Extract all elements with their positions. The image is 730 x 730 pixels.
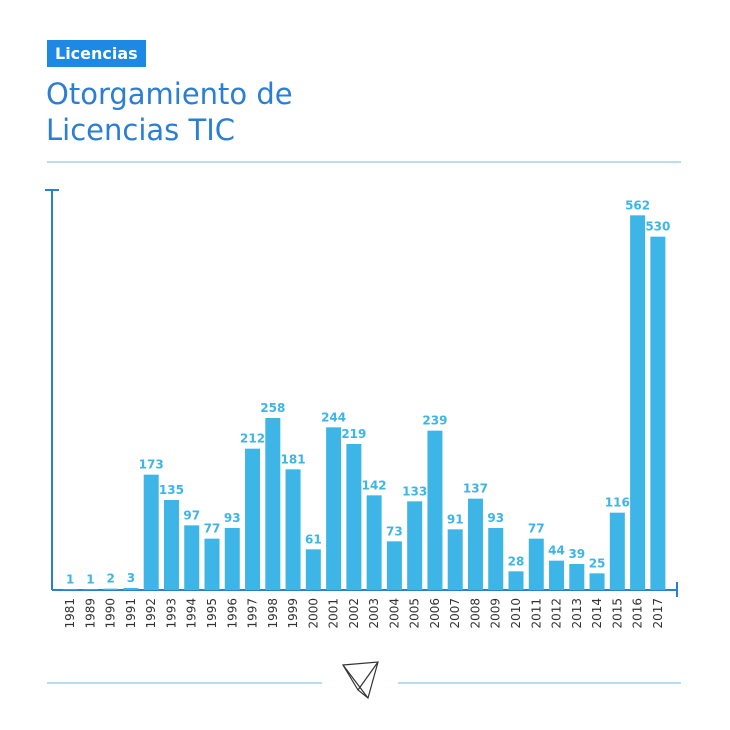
x-tick-label: 2002 (347, 598, 361, 629)
bar (447, 529, 463, 590)
tag: Licencias (47, 40, 146, 67)
value-label: 77 (204, 522, 221, 536)
value-label: 219 (341, 427, 366, 441)
value-label: 530 (645, 220, 670, 234)
value-label: 28 (508, 554, 525, 568)
x-tick-label: 2013 (570, 598, 584, 629)
bar (508, 571, 524, 590)
x-tick-label: 2007 (448, 598, 462, 629)
x-tick-label: 1997 (246, 598, 260, 629)
x-tick-label: 1990 (104, 598, 118, 629)
x-tick-label: 2011 (529, 598, 543, 629)
x-tick-label: 1994 (185, 598, 199, 629)
x-tick-label: 2000 (306, 598, 320, 629)
bar (427, 430, 443, 590)
bar (386, 541, 402, 590)
x-tick-label: 2015 (610, 598, 624, 629)
bar (82, 589, 98, 590)
bar (143, 474, 159, 590)
bar (103, 588, 119, 590)
bar (245, 448, 261, 590)
bar (265, 418, 281, 590)
bar (467, 498, 483, 590)
value-label: 1 (86, 572, 94, 586)
value-label: 181 (281, 452, 306, 466)
value-label: 93 (224, 511, 241, 525)
value-label: 97 (183, 508, 200, 522)
bar (305, 549, 321, 590)
bar (528, 538, 544, 590)
bar (650, 236, 666, 590)
value-label: 142 (362, 478, 387, 492)
bar (204, 538, 220, 590)
bar (569, 564, 585, 590)
x-tick-label: 2003 (367, 598, 381, 629)
x-tick-label: 1992 (144, 598, 158, 629)
x-tick-label: 1989 (83, 598, 97, 629)
bar (488, 528, 504, 590)
x-tick-label: 2010 (509, 598, 523, 629)
bar (346, 444, 362, 590)
x-tick-label: 1996 (225, 598, 239, 629)
bar (549, 560, 565, 590)
x-tick-label: 1999 (286, 598, 300, 629)
x-tick-label: 2004 (387, 598, 401, 629)
bar (184, 525, 200, 590)
x-tick-label: 2008 (468, 598, 482, 629)
bar (123, 588, 139, 590)
value-label: 73 (386, 524, 403, 538)
value-label: 239 (422, 414, 447, 428)
x-tick-label: 2017 (651, 598, 665, 629)
x-tick-label: 2012 (550, 598, 564, 629)
x-tick-label: 2016 (631, 598, 645, 629)
value-label: 562 (625, 198, 650, 212)
value-label: 91 (447, 512, 464, 526)
x-tick-label: 1981 (63, 598, 77, 629)
value-label: 61 (305, 532, 322, 546)
value-label: 133 (402, 484, 427, 498)
bar (62, 589, 78, 590)
value-label: 1 (66, 572, 74, 586)
bar (224, 528, 240, 590)
x-tick-label: 2014 (590, 598, 604, 629)
value-label: 258 (260, 401, 285, 415)
value-label: 44 (548, 544, 565, 558)
value-label: 212 (240, 432, 265, 446)
value-label: 116 (605, 496, 630, 510)
x-tick-label: 1998 (266, 598, 280, 629)
bar (285, 469, 301, 590)
x-tick-label: 2006 (428, 598, 442, 629)
x-tick-label: 1991 (124, 598, 138, 629)
logo (341, 661, 379, 700)
x-tick-label: 1993 (164, 598, 178, 629)
x-tick-label: 2001 (327, 598, 341, 629)
bar (366, 495, 382, 590)
x-tick-label: 1995 (205, 598, 219, 629)
value-label: 3 (127, 571, 135, 585)
value-label: 173 (139, 458, 164, 472)
value-label: 244 (321, 410, 346, 424)
bar (163, 500, 179, 590)
x-tick-label: 2005 (408, 598, 422, 629)
bar (407, 501, 423, 590)
bar (589, 573, 605, 590)
bar (609, 512, 625, 590)
value-label: 135 (159, 483, 184, 497)
value-label: 93 (487, 511, 504, 525)
value-label: 2 (106, 572, 114, 586)
bar (630, 215, 646, 591)
value-label: 137 (463, 482, 488, 496)
value-label: 25 (589, 556, 606, 570)
value-label: 77 (528, 522, 545, 536)
chart-title: Otorgamiento de Licencias TIC (46, 77, 293, 147)
x-tick-label: 2009 (489, 598, 503, 629)
bar (326, 427, 342, 590)
value-label: 39 (568, 547, 585, 561)
